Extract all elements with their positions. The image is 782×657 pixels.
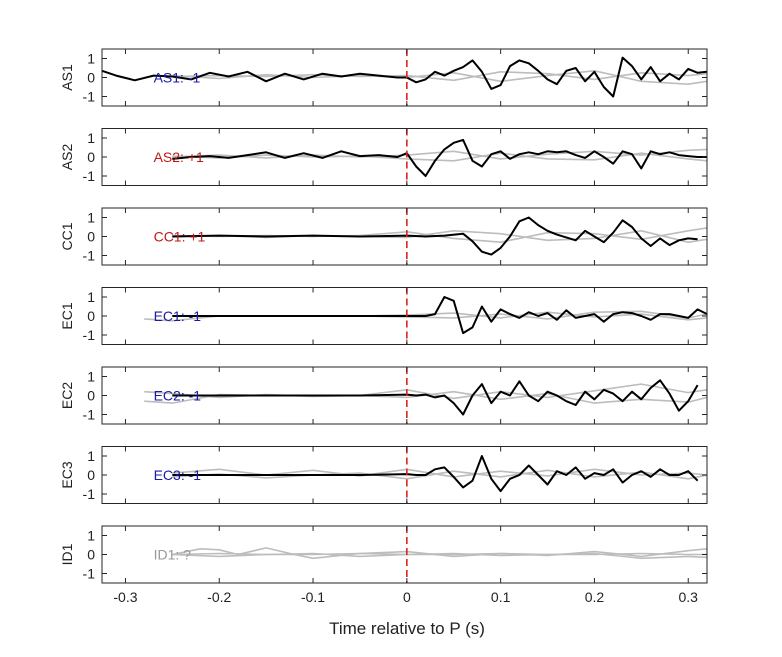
traces-group (144, 296, 707, 335)
y-tick-label: 0 (87, 547, 95, 563)
panel-cc1: 1 0 -1 CC1 CC1: +1 (59, 207, 708, 266)
background-trace (172, 552, 707, 556)
y-tick-label: -1 (83, 168, 96, 184)
x-axis-label: Time relative to P (s) (329, 619, 485, 638)
y-tick-label: 1 (87, 369, 95, 385)
panels-group: 1 0 -1 AS1 AS1: -1 1 0 -1 AS2 AS2: +1 1 0 -1 CC1 CC1: … (59, 48, 708, 605)
y-tick-label: -1 (83, 486, 96, 502)
y-tick-label: 1 (87, 210, 95, 226)
y-tick-label: 1 (87, 130, 95, 146)
panel-ec2: 1 0 -1 EC2 EC2: -1 (59, 366, 708, 425)
waveform-trace (172, 455, 699, 493)
panel-ec1: 1 0 -1 EC1 EC1: -1 (59, 287, 708, 345)
x-tick-label: 0.2 (585, 589, 605, 605)
traces-group (144, 379, 707, 416)
background-trace (172, 71, 707, 82)
polarity-annotation: EC2: -1 (154, 388, 202, 404)
traces-group (172, 547, 707, 560)
waveform-trace (172, 296, 707, 335)
y-tick-label: 1 (87, 51, 95, 67)
y-tick-label: 1 (87, 528, 95, 544)
y-tick-label: -1 (83, 248, 96, 264)
y-tick-label: 0 (87, 70, 95, 86)
y-tick-label: -1 (83, 566, 96, 582)
y-tick-label: -1 (83, 327, 96, 343)
x-tick-label: -0.3 (113, 589, 137, 605)
x-tick-label: 0 (403, 589, 411, 605)
polarity-annotation: AS2: +1 (154, 149, 204, 165)
waveform-trace (172, 216, 698, 256)
background-trace (172, 70, 707, 85)
panel-as2: 1 0 -1 AS2 AS2: +1 (59, 128, 708, 186)
traces-group (172, 455, 707, 493)
y-axis-label: EC1 (59, 302, 75, 329)
y-tick-label: 0 (87, 229, 95, 245)
polarity-annotation: EC3: -1 (154, 467, 202, 483)
panel-ec3: 1 0 -1 EC3 EC3: -1 (59, 446, 708, 504)
polarity-annotation: ID1: ? (154, 547, 192, 563)
polarity-annotation: CC1: +1 (154, 229, 206, 245)
y-tick-label: -1 (83, 89, 96, 105)
y-tick-label: 0 (87, 467, 95, 483)
background-trace (172, 148, 707, 160)
waveform-trace (102, 56, 707, 98)
panel-as1: 1 0 -1 AS1 AS1: -1 (59, 48, 708, 107)
waveform-trace (172, 379, 699, 416)
x-tick-label: 0.3 (679, 589, 699, 605)
traces-group (172, 138, 707, 177)
y-tick-label: 1 (87, 448, 95, 464)
traces-group (172, 216, 707, 256)
waveform-trace (172, 138, 707, 177)
y-tick-label: 1 (87, 289, 95, 305)
y-axis-label: ID1 (59, 543, 75, 565)
y-axis-label: AS2 (59, 144, 75, 171)
x-tick-label: -0.1 (301, 589, 325, 605)
y-axis-label: EC3 (59, 461, 75, 488)
y-tick-label: -1 (83, 407, 96, 423)
panel-id1: 1 0 -1 -0.3 -0.2 -0.1 0 0.1 0.2 0.3 ID1 ID1: ? (59, 525, 708, 605)
background-trace (144, 390, 707, 404)
y-axis-label: AS1 (59, 64, 75, 91)
y-tick-label: 0 (87, 149, 95, 165)
x-tick-label: -0.2 (207, 589, 231, 605)
y-tick-label: 0 (87, 308, 95, 324)
y-axis-label: CC1 (59, 222, 75, 250)
traces-group (102, 56, 707, 98)
y-tick-label: 0 (87, 388, 95, 404)
polarity-annotation: EC1: -1 (154, 308, 202, 324)
background-trace (172, 152, 707, 162)
polarity-annotation: AS1: -1 (154, 70, 201, 86)
y-axis-label: EC2 (59, 382, 75, 409)
x-tick-label: 0.1 (491, 589, 511, 605)
